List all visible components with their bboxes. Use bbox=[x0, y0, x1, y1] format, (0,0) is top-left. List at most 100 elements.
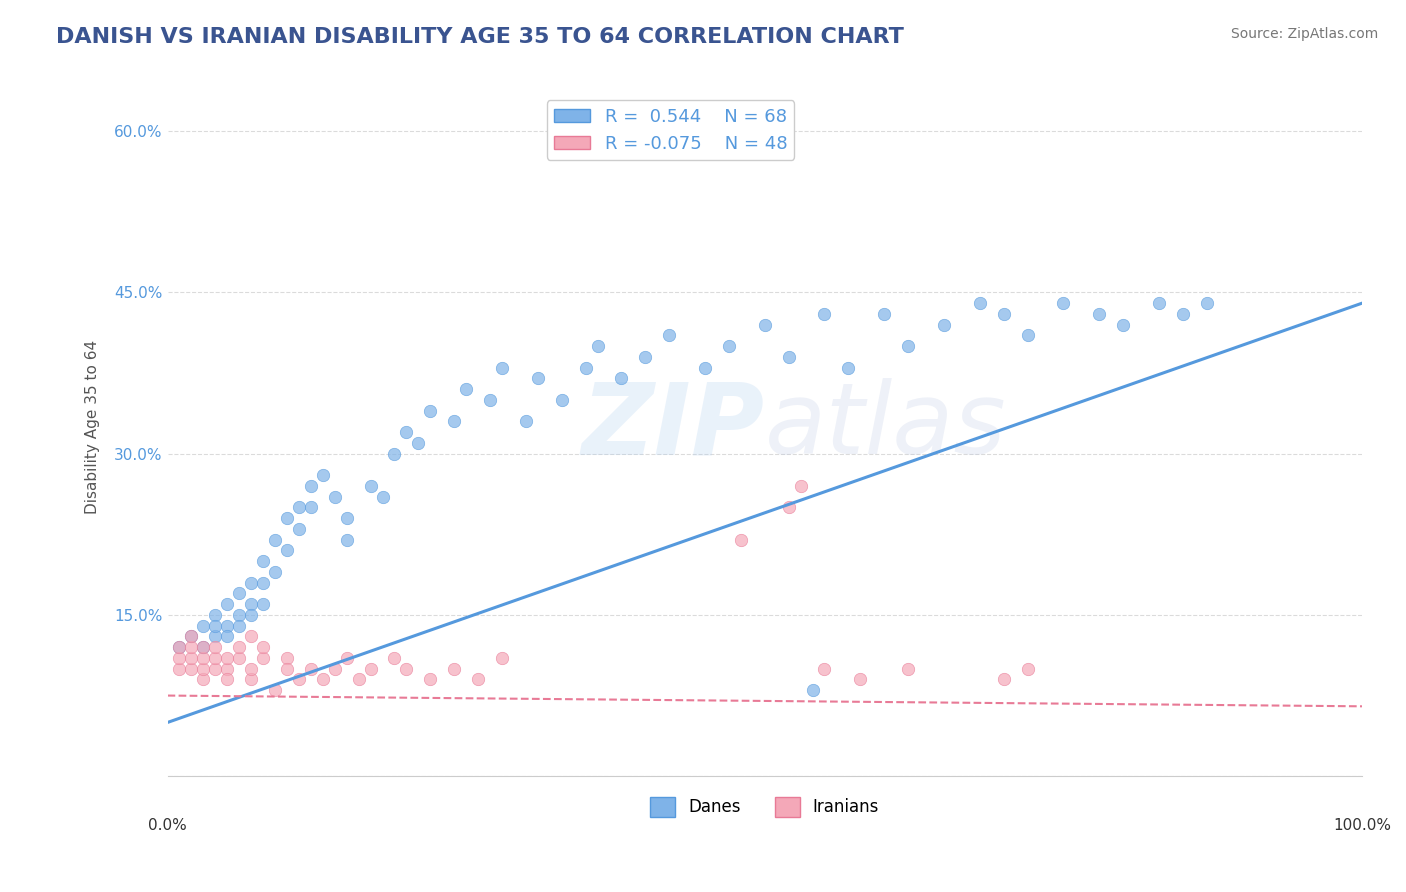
Text: 100.0%: 100.0% bbox=[1333, 818, 1391, 833]
Point bbox=[180, 651, 202, 665]
Point bbox=[1017, 662, 1039, 676]
Point bbox=[312, 468, 335, 483]
Point bbox=[299, 479, 322, 493]
Point bbox=[801, 683, 824, 698]
Point bbox=[288, 522, 311, 536]
Point bbox=[575, 360, 598, 375]
Point bbox=[180, 629, 202, 643]
Text: atlas: atlas bbox=[765, 378, 1007, 475]
Point bbox=[264, 533, 287, 547]
Text: 0.0%: 0.0% bbox=[148, 818, 187, 833]
Point bbox=[228, 618, 250, 632]
Point bbox=[204, 651, 226, 665]
Point bbox=[360, 479, 382, 493]
Point bbox=[240, 575, 263, 590]
Point bbox=[193, 662, 215, 676]
Point bbox=[395, 425, 418, 440]
Point bbox=[169, 662, 191, 676]
Point bbox=[264, 565, 287, 579]
Point bbox=[443, 414, 465, 428]
Point bbox=[634, 350, 657, 364]
Point bbox=[299, 662, 322, 676]
Point bbox=[217, 673, 239, 687]
Point bbox=[169, 640, 191, 655]
Point bbox=[240, 673, 263, 687]
Point bbox=[969, 296, 991, 310]
Point bbox=[1088, 307, 1111, 321]
Point bbox=[169, 651, 191, 665]
Point bbox=[419, 673, 441, 687]
Point bbox=[610, 371, 633, 385]
Point bbox=[527, 371, 550, 385]
Point bbox=[443, 662, 465, 676]
Point bbox=[240, 629, 263, 643]
Text: Source: ZipAtlas.com: Source: ZipAtlas.com bbox=[1230, 27, 1378, 41]
Point bbox=[993, 673, 1015, 687]
Text: DANISH VS IRANIAN DISABILITY AGE 35 TO 64 CORRELATION CHART: DANISH VS IRANIAN DISABILITY AGE 35 TO 6… bbox=[56, 27, 904, 46]
Point bbox=[323, 490, 346, 504]
Point bbox=[228, 586, 250, 600]
Point bbox=[347, 673, 370, 687]
Point bbox=[252, 651, 274, 665]
Point bbox=[217, 618, 239, 632]
Point bbox=[204, 618, 226, 632]
Point bbox=[384, 447, 406, 461]
Point bbox=[228, 640, 250, 655]
Point bbox=[395, 662, 418, 676]
Point bbox=[217, 597, 239, 611]
Point bbox=[193, 651, 215, 665]
Point bbox=[837, 360, 859, 375]
Point bbox=[264, 683, 287, 698]
Point bbox=[778, 350, 800, 364]
Point bbox=[993, 307, 1015, 321]
Text: ZIP: ZIP bbox=[582, 378, 765, 475]
Point bbox=[252, 640, 274, 655]
Point bbox=[778, 500, 800, 515]
Point bbox=[228, 607, 250, 622]
Point bbox=[932, 318, 955, 332]
Point bbox=[193, 640, 215, 655]
Point bbox=[1112, 318, 1135, 332]
Point bbox=[276, 511, 298, 525]
Point bbox=[371, 490, 394, 504]
Point bbox=[193, 640, 215, 655]
Point bbox=[252, 575, 274, 590]
Point bbox=[288, 500, 311, 515]
Point bbox=[1195, 296, 1218, 310]
Point bbox=[730, 533, 752, 547]
Point bbox=[180, 662, 202, 676]
Legend: Danes, Iranians: Danes, Iranians bbox=[644, 790, 886, 823]
Point bbox=[515, 414, 537, 428]
Point bbox=[204, 640, 226, 655]
Point bbox=[789, 479, 811, 493]
Point bbox=[586, 339, 609, 353]
Point bbox=[467, 673, 489, 687]
Point bbox=[419, 403, 441, 417]
Point bbox=[551, 392, 574, 407]
Point bbox=[384, 651, 406, 665]
Point bbox=[240, 662, 263, 676]
Point bbox=[873, 307, 896, 321]
Y-axis label: Disability Age 35 to 64: Disability Age 35 to 64 bbox=[86, 340, 100, 514]
Point bbox=[169, 640, 191, 655]
Point bbox=[456, 382, 478, 396]
Point bbox=[323, 662, 346, 676]
Point bbox=[897, 339, 920, 353]
Point bbox=[217, 629, 239, 643]
Point bbox=[276, 543, 298, 558]
Point bbox=[813, 307, 835, 321]
Point bbox=[228, 651, 250, 665]
Point bbox=[479, 392, 502, 407]
Point bbox=[1052, 296, 1074, 310]
Point bbox=[240, 597, 263, 611]
Point bbox=[491, 360, 513, 375]
Point bbox=[813, 662, 835, 676]
Point bbox=[193, 618, 215, 632]
Point bbox=[217, 662, 239, 676]
Point bbox=[204, 607, 226, 622]
Point bbox=[336, 651, 359, 665]
Point bbox=[336, 533, 359, 547]
Point bbox=[1171, 307, 1194, 321]
Point bbox=[217, 651, 239, 665]
Point bbox=[276, 651, 298, 665]
